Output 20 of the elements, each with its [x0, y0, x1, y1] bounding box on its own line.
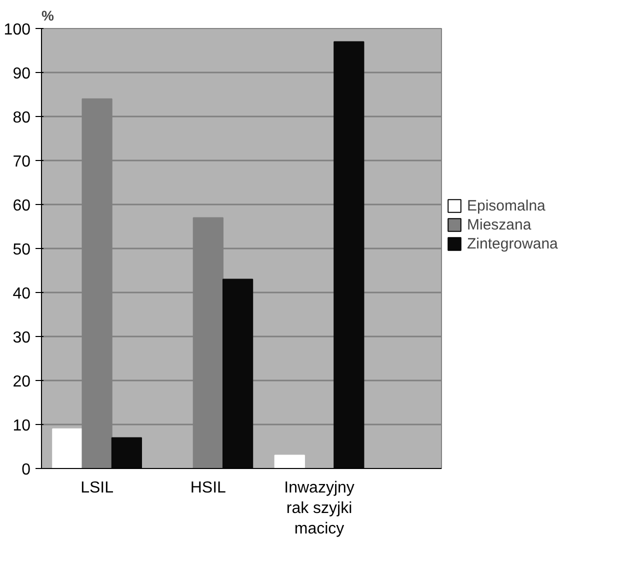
legend-label: Episomalna: [467, 197, 546, 214]
y-tick-label: 50: [12, 242, 31, 258]
y-tick-label: 60: [12, 198, 31, 214]
bar: [274, 454, 305, 468]
y-tick-label: 20: [12, 374, 31, 390]
y-tick-label: 100: [4, 22, 31, 38]
y-tick-label: 80: [12, 110, 31, 126]
x-tick-label: LSIL: [80, 480, 114, 496]
y-tick-label: 90: [12, 66, 31, 82]
y-tick-label: 40: [12, 286, 31, 302]
legend-label: Zintegrowana: [467, 235, 558, 252]
y-tick-label: 30: [12, 330, 31, 346]
y-tick-label: 10: [12, 418, 31, 434]
y-tick-label: 0: [22, 462, 31, 478]
y-axis-title: %: [42, 8, 54, 24]
x-tick-label: HSIL: [190, 480, 226, 496]
x-tick-label: Inwazyjny rak szyjki macicy: [284, 480, 354, 538]
y-tick-label: 70: [12, 154, 31, 170]
legend-label: Mieszana: [467, 216, 532, 234]
bar: [52, 428, 83, 468]
